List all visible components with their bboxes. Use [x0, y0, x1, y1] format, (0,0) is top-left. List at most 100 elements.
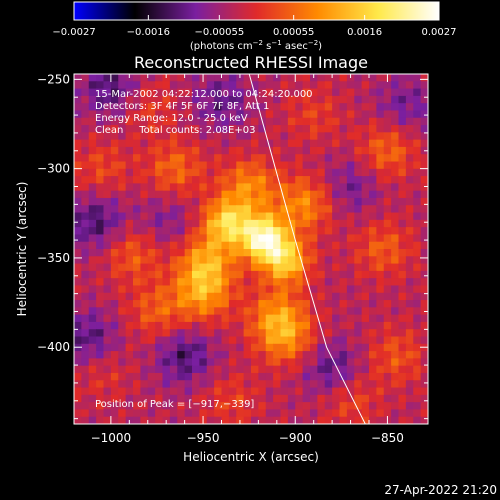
heatmap-cell	[405, 336, 414, 345]
heatmap-cell	[228, 372, 237, 381]
heatmap-cell	[405, 365, 414, 374]
heatmap-cell	[302, 300, 311, 308]
heatmap-cell	[405, 300, 414, 308]
heatmap-cell	[221, 139, 230, 148]
heatmap-cell	[88, 227, 97, 236]
heatmap-cell	[361, 176, 370, 184]
heatmap-cell	[74, 161, 82, 170]
heatmap-cell	[332, 190, 341, 199]
heatmap-cell	[398, 190, 407, 199]
heatmap-cell	[324, 285, 333, 294]
heatmap-cell	[317, 409, 326, 418]
heatmap-cell	[295, 161, 304, 170]
heatmap-cell	[354, 300, 363, 308]
heatmap-cell	[332, 263, 341, 272]
heatmap-cell	[155, 74, 164, 82]
heatmap-cell	[295, 372, 304, 381]
heatmap-cell	[354, 88, 363, 97]
heatmap-cell	[184, 183, 193, 192]
heatmap-cell	[125, 270, 134, 279]
heatmap-cell	[177, 161, 186, 170]
heatmap-cell	[140, 125, 149, 133]
heatmap-cell	[110, 168, 119, 177]
heatmap-cell	[280, 154, 289, 163]
heatmap-cell	[177, 139, 186, 148]
heatmap-cell	[236, 307, 245, 316]
heatmap-cell	[383, 125, 392, 133]
heatmap-cell	[177, 219, 186, 228]
heatmap-cell	[199, 358, 208, 367]
heatmap-cell	[302, 241, 311, 250]
heatmap-cell	[177, 212, 186, 221]
heatmap-cell	[317, 380, 326, 389]
heatmap-cell	[413, 278, 422, 287]
heatmap-cell	[273, 329, 282, 338]
heatmap-cell	[81, 103, 90, 112]
heatmap-cell	[405, 190, 414, 199]
heatmap-cell	[88, 241, 97, 250]
heatmap-cell	[324, 300, 333, 308]
heatmap-cell	[133, 402, 141, 411]
heatmap-cell	[376, 161, 385, 170]
heatmap-cell	[125, 95, 134, 104]
heatmap-cell	[332, 88, 341, 97]
heatmap-cell	[361, 321, 370, 330]
heatmap-cell	[177, 394, 186, 403]
heatmap-cell	[236, 197, 245, 206]
heatmap-cell	[405, 394, 414, 403]
heatmap-cell	[295, 270, 304, 279]
heatmap-cell	[310, 176, 318, 184]
heatmap-cell	[118, 351, 127, 359]
heatmap-cell	[317, 234, 326, 243]
heatmap-cell	[192, 380, 200, 389]
heatmap-cell	[420, 314, 428, 323]
heatmap-cell	[140, 132, 149, 141]
heatmap-cell	[214, 74, 223, 82]
heatmap-cell	[147, 103, 156, 112]
heatmap-cell	[324, 351, 333, 359]
heatmap-cell	[243, 88, 252, 97]
heatmap-cell	[295, 263, 304, 272]
heatmap-cell	[310, 205, 318, 214]
heatmap-cell	[177, 292, 186, 301]
heatmap-cell	[96, 416, 105, 424]
heatmap-cell	[310, 154, 318, 163]
heatmap-cell	[103, 343, 112, 352]
heatmap-cell	[243, 197, 252, 206]
heatmap-cell	[383, 146, 392, 155]
heatmap-cell	[369, 402, 377, 411]
heatmap-cell	[162, 205, 171, 214]
heatmap-cell	[287, 416, 296, 424]
heatmap-cell	[110, 402, 119, 411]
heatmap-cell	[133, 161, 141, 170]
heatmap-cell	[236, 227, 245, 236]
heatmap-cell	[317, 256, 326, 265]
heatmap-cell	[155, 321, 164, 330]
heatmap-cell	[192, 146, 200, 155]
heatmap-cell	[361, 95, 370, 104]
heatmap-cell	[81, 117, 90, 126]
heatmap-cell	[214, 219, 223, 228]
heatmap-cell	[177, 183, 186, 192]
heatmap-cell	[332, 329, 341, 338]
heatmap-cell	[383, 168, 392, 177]
heatmap-cell	[280, 103, 289, 112]
heatmap-cell	[324, 336, 333, 345]
heatmap-cell	[169, 365, 178, 374]
heatmap-cell	[361, 139, 370, 148]
heatmap-cell	[162, 103, 171, 112]
heatmap-cell	[265, 336, 274, 345]
heatmap-cell	[236, 117, 245, 126]
heatmap-cell	[302, 402, 311, 411]
heatmap-cell	[369, 227, 377, 236]
heatmap-cell	[376, 351, 385, 359]
heatmap-cell	[169, 292, 178, 301]
heatmap-cell	[324, 372, 333, 381]
heatmap-cell	[369, 190, 377, 199]
heatmap-cell	[398, 329, 407, 338]
heatmap-cell	[405, 205, 414, 214]
heatmap-cell	[391, 358, 400, 367]
heatmap-cell	[413, 300, 422, 308]
heatmap-cell	[155, 241, 164, 250]
heatmap-cell	[339, 343, 348, 352]
